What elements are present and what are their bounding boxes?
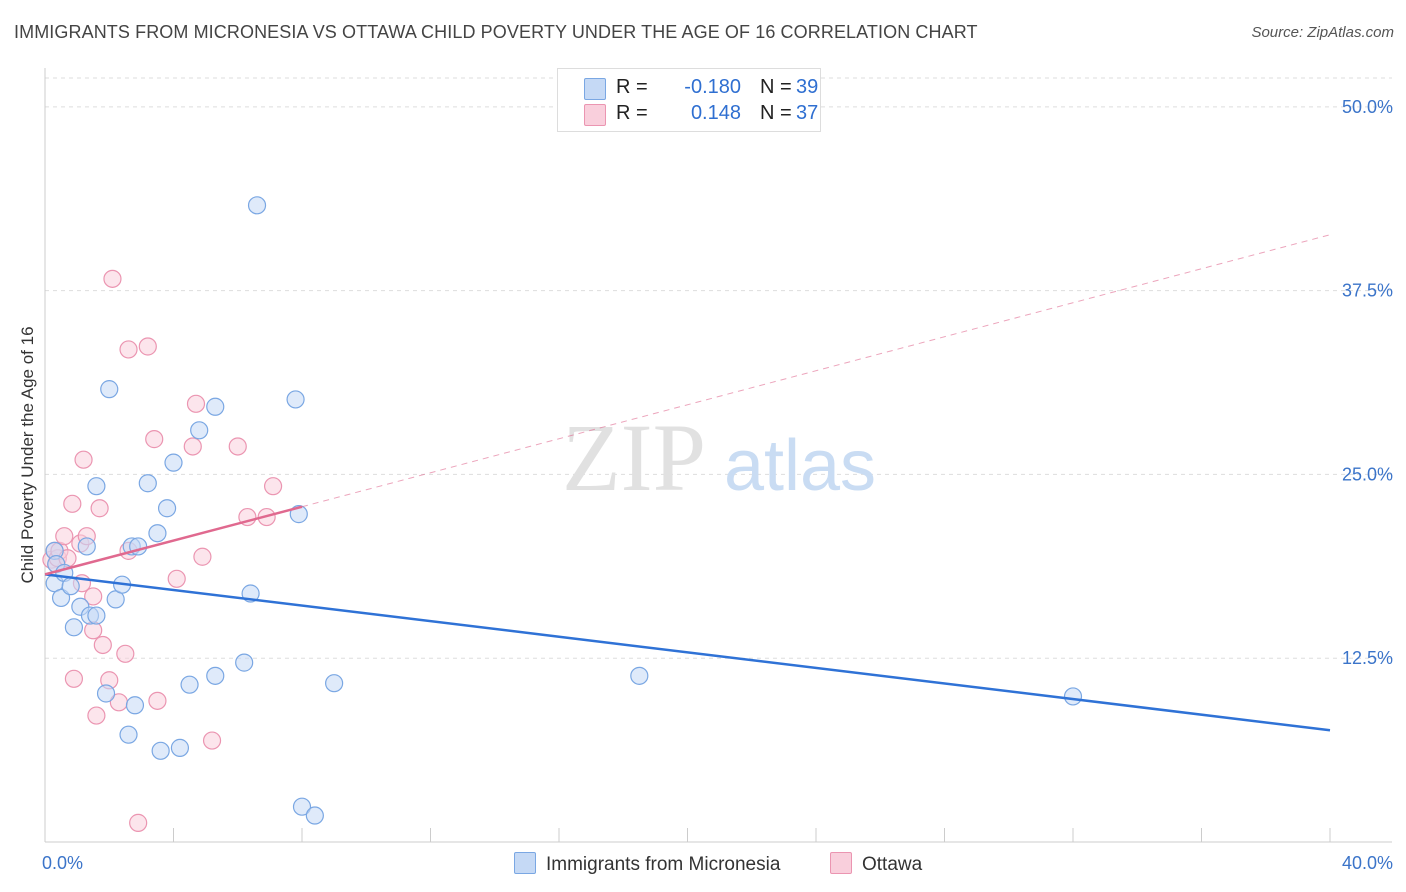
- watermark: ZIP atlas: [562, 404, 876, 511]
- ottawa-point: [129, 813, 148, 832]
- y-tick-label: 25.0%: [1342, 464, 1393, 484]
- ottawa-point: [202, 731, 222, 750]
- ottawa-point: [84, 587, 103, 606]
- micronesia-point: [148, 524, 167, 543]
- micronesia-trend-line: [44, 573, 1331, 732]
- micronesia-point: [96, 684, 116, 703]
- ottawa-swatch: [584, 104, 606, 126]
- y-tick-label: 37.5%: [1342, 281, 1393, 301]
- micronesia-point: [119, 725, 138, 744]
- micronesia-point: [325, 674, 344, 693]
- n-value: 39: [796, 76, 819, 98]
- y-tick-label: 12.5%: [1342, 648, 1393, 668]
- micronesia-point: [235, 653, 254, 672]
- ottawa-point: [84, 621, 103, 640]
- micronesia-point: [138, 474, 157, 493]
- legend-label: Immigrants from Micronesia: [546, 854, 781, 875]
- ottawa-point: [138, 337, 157, 356]
- source-label: Source: ZipAtlas.com: [1251, 24, 1394, 41]
- micronesia-point: [190, 421, 209, 440]
- y-tick-label: 50.0%: [1342, 97, 1393, 117]
- ottawa-point: [167, 569, 186, 588]
- ottawa-point: [93, 635, 112, 655]
- stats-box: R = -0.180 N = 39 R = 0.148 N = 37: [557, 68, 821, 132]
- watermark-zip: ZIP: [562, 404, 706, 511]
- micronesia-point: [64, 618, 84, 637]
- ottawa-legend-swatch: [830, 852, 852, 874]
- micronesia-point: [164, 453, 183, 472]
- r-value: 0.148: [690, 102, 741, 124]
- micronesia-point: [305, 806, 324, 825]
- micronesia-point: [157, 499, 177, 518]
- r-value: -0.180: [684, 76, 741, 98]
- micronesia-point: [125, 696, 145, 715]
- micronesia-point: [77, 537, 96, 556]
- ottawa-point: [74, 450, 93, 469]
- ottawa-point: [90, 499, 109, 518]
- ottawa-point: [193, 547, 212, 566]
- legend-item-ottawa[interactable]: Ottawa: [830, 852, 922, 876]
- micronesia-point: [286, 390, 305, 409]
- micronesia-points: [45, 196, 1083, 825]
- x-tick-label-min: 0.0%: [42, 853, 83, 873]
- n-value: 37: [796, 102, 819, 124]
- ottawa-point: [63, 494, 82, 513]
- micronesia-point: [61, 577, 80, 596]
- chart-title: IMMIGRANTS FROM MICRONESIA VS OTTAWA CHI…: [14, 22, 978, 42]
- ottawa-point: [103, 269, 122, 288]
- ottawa-point: [186, 394, 206, 413]
- micronesia-swatch: [584, 78, 606, 100]
- ottawa-trend-extension: [301, 234, 1331, 508]
- axes: [44, 68, 1392, 843]
- micronesia-point: [206, 666, 225, 685]
- ottawa-trend-line: [44, 505, 303, 576]
- ottawa-point: [183, 437, 202, 456]
- micronesia-point: [180, 675, 199, 694]
- legend-label: Ottawa: [862, 854, 923, 875]
- micronesia-point: [87, 477, 106, 496]
- micronesia-point: [1063, 687, 1083, 706]
- legend-item-micronesia[interactable]: Immigrants from Micronesia: [514, 852, 780, 876]
- micronesia-point: [247, 196, 267, 215]
- micronesia-point: [292, 797, 312, 816]
- n-label: N =: [760, 102, 792, 124]
- r-label: R =: [616, 102, 648, 124]
- ottawa-point: [119, 340, 138, 359]
- micronesia-point: [206, 397, 225, 416]
- gridlines: [45, 77, 1392, 659]
- micronesia-point: [51, 588, 71, 608]
- ottawa-point: [263, 477, 283, 496]
- micronesia-point: [630, 666, 649, 685]
- n-label: N =: [760, 76, 792, 98]
- x-tick-label-max: 40.0%: [1342, 853, 1393, 873]
- ottawa-point: [145, 430, 164, 449]
- ottawa-point: [116, 644, 135, 663]
- micronesia-point: [151, 741, 170, 760]
- micronesia-point: [87, 606, 106, 625]
- ottawa-point: [148, 691, 167, 710]
- ottawa-point: [228, 437, 247, 456]
- ottawa-point: [87, 706, 106, 725]
- micronesia-point: [170, 738, 190, 757]
- tick-labels: 12.5% 25.0% 37.5% 50.0% 0.0% 40.0%: [42, 97, 1393, 873]
- micronesia-point: [100, 380, 119, 399]
- ottawa-point: [64, 669, 84, 688]
- r-label: R =: [616, 76, 648, 98]
- micronesia-legend-swatch: [514, 852, 536, 874]
- ottawa-point: [55, 527, 74, 546]
- trend-lines: [44, 234, 1331, 732]
- watermark-atlas: atlas: [724, 426, 876, 506]
